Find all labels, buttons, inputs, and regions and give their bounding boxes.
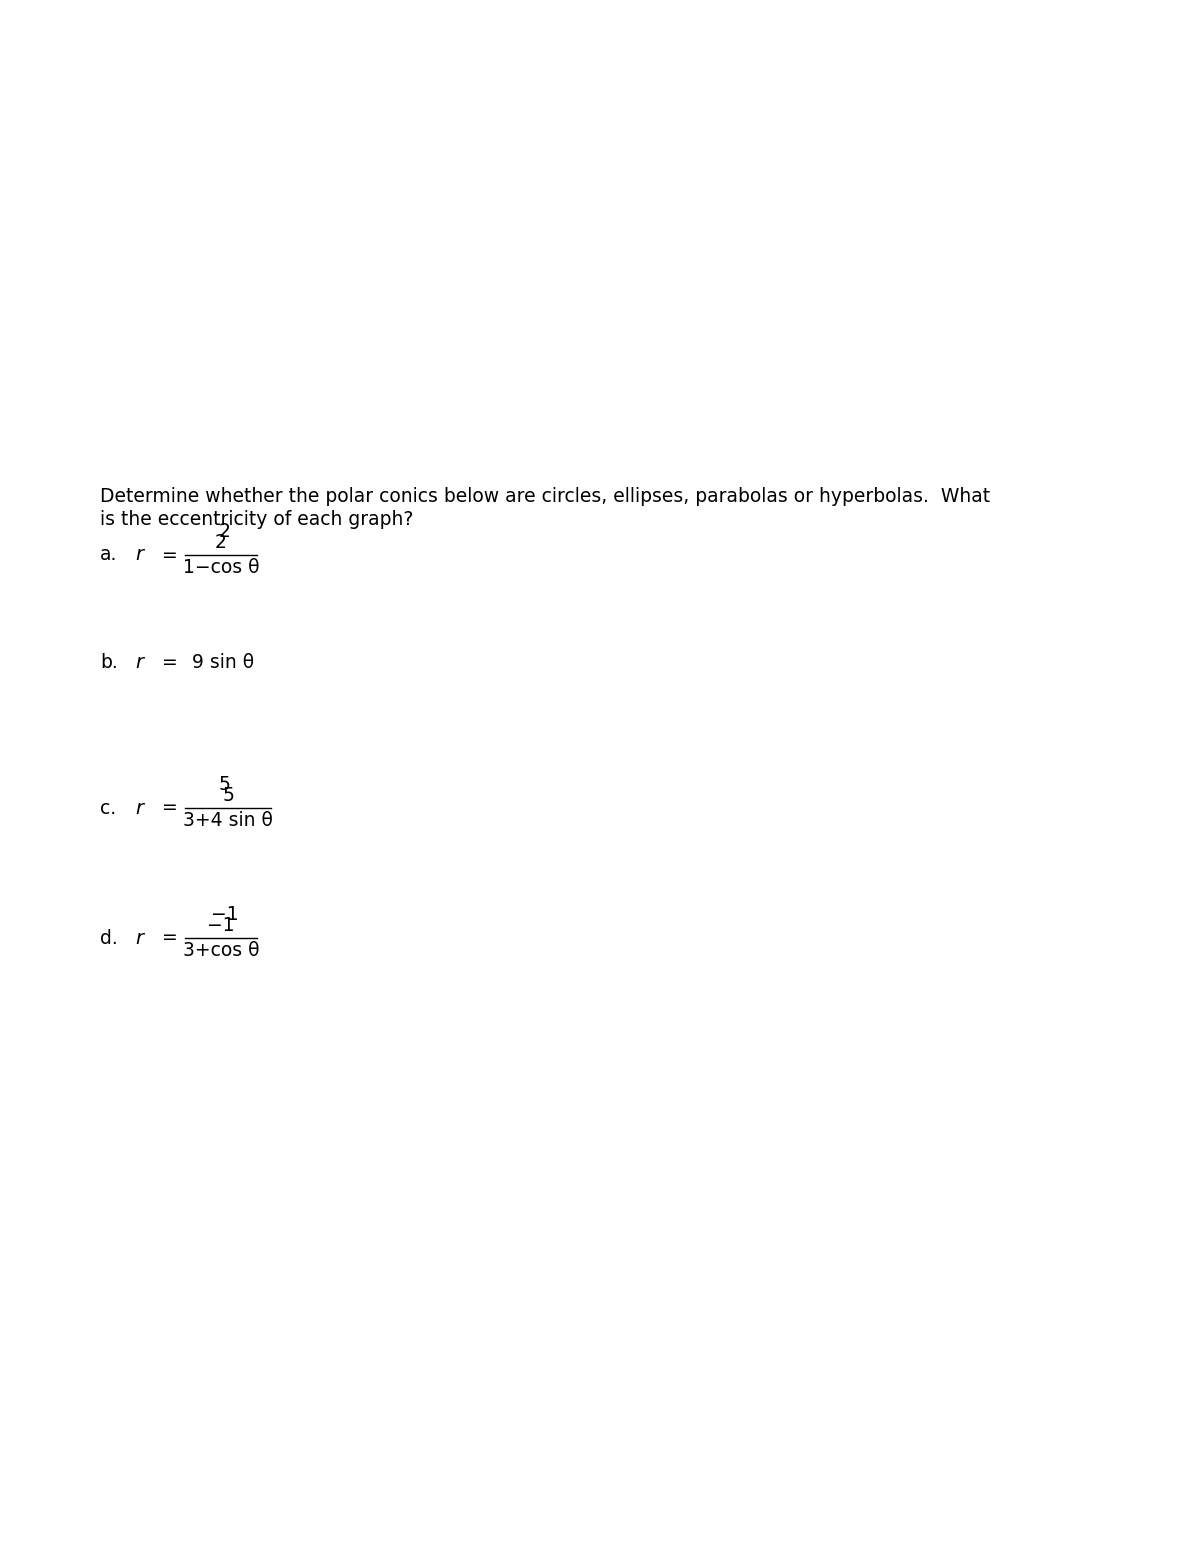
- Text: is the eccentricity of each graph?: is the eccentricity of each graph?: [100, 509, 413, 530]
- Text: 9 sin θ: 9 sin θ: [192, 652, 254, 671]
- Text: 2: 2: [220, 522, 230, 540]
- Text: =: =: [162, 652, 178, 671]
- Text: $r$: $r$: [134, 652, 146, 671]
- Text: 3+cos θ: 3+cos θ: [182, 941, 259, 960]
- Text: −1: −1: [208, 916, 235, 935]
- Text: c.: c.: [100, 798, 116, 817]
- Text: =: =: [162, 929, 178, 947]
- Text: Determine whether the polar conics below are circles, ellipses, parabolas or hyp: Determine whether the polar conics below…: [100, 488, 990, 506]
- Text: −1: −1: [211, 905, 239, 924]
- Text: 1−cos θ: 1−cos θ: [182, 558, 259, 578]
- Text: =: =: [162, 798, 178, 817]
- Text: 2: 2: [215, 533, 227, 551]
- Text: 5: 5: [220, 775, 230, 794]
- Text: $r$: $r$: [134, 798, 146, 817]
- Text: 5: 5: [222, 786, 234, 804]
- Text: =: =: [162, 545, 178, 564]
- Text: 3+4 sin θ: 3+4 sin θ: [184, 811, 274, 829]
- Text: $r$: $r$: [134, 545, 146, 564]
- Text: $r$: $r$: [134, 929, 146, 947]
- Text: b.: b.: [100, 652, 118, 671]
- Text: a.: a.: [100, 545, 118, 564]
- Text: d.: d.: [100, 929, 118, 947]
